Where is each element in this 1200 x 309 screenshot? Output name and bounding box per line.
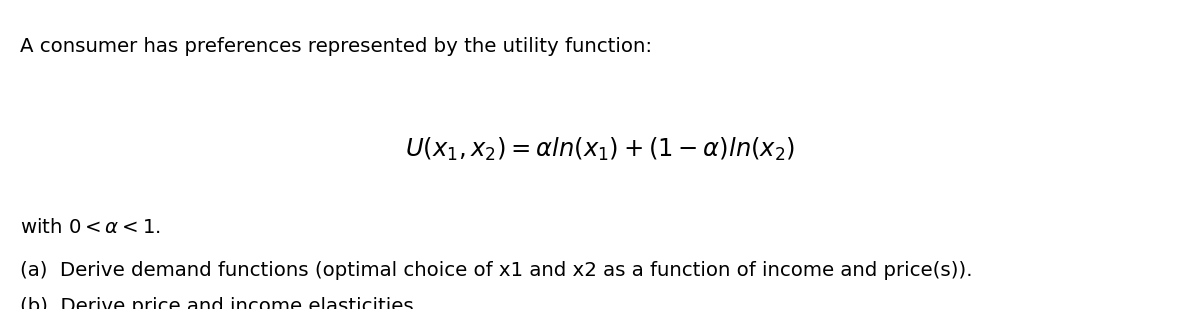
Text: (b)  Derive price and income elasticities.: (b) Derive price and income elasticities… <box>20 297 420 309</box>
Text: A consumer has preferences represented by the utility function:: A consumer has preferences represented b… <box>20 37 653 56</box>
Text: (a)  Derive demand functions (optimal choice of x1 and x2 as a function of incom: (a) Derive demand functions (optimal cho… <box>20 261 973 280</box>
Text: $U(x_1, x_2) = \alpha ln(x_1) + (1 - \alpha)ln(x_2)$: $U(x_1, x_2) = \alpha ln(x_1) + (1 - \al… <box>404 136 796 163</box>
Text: with $0 < \alpha < 1.$: with $0 < \alpha < 1.$ <box>20 218 161 237</box>
